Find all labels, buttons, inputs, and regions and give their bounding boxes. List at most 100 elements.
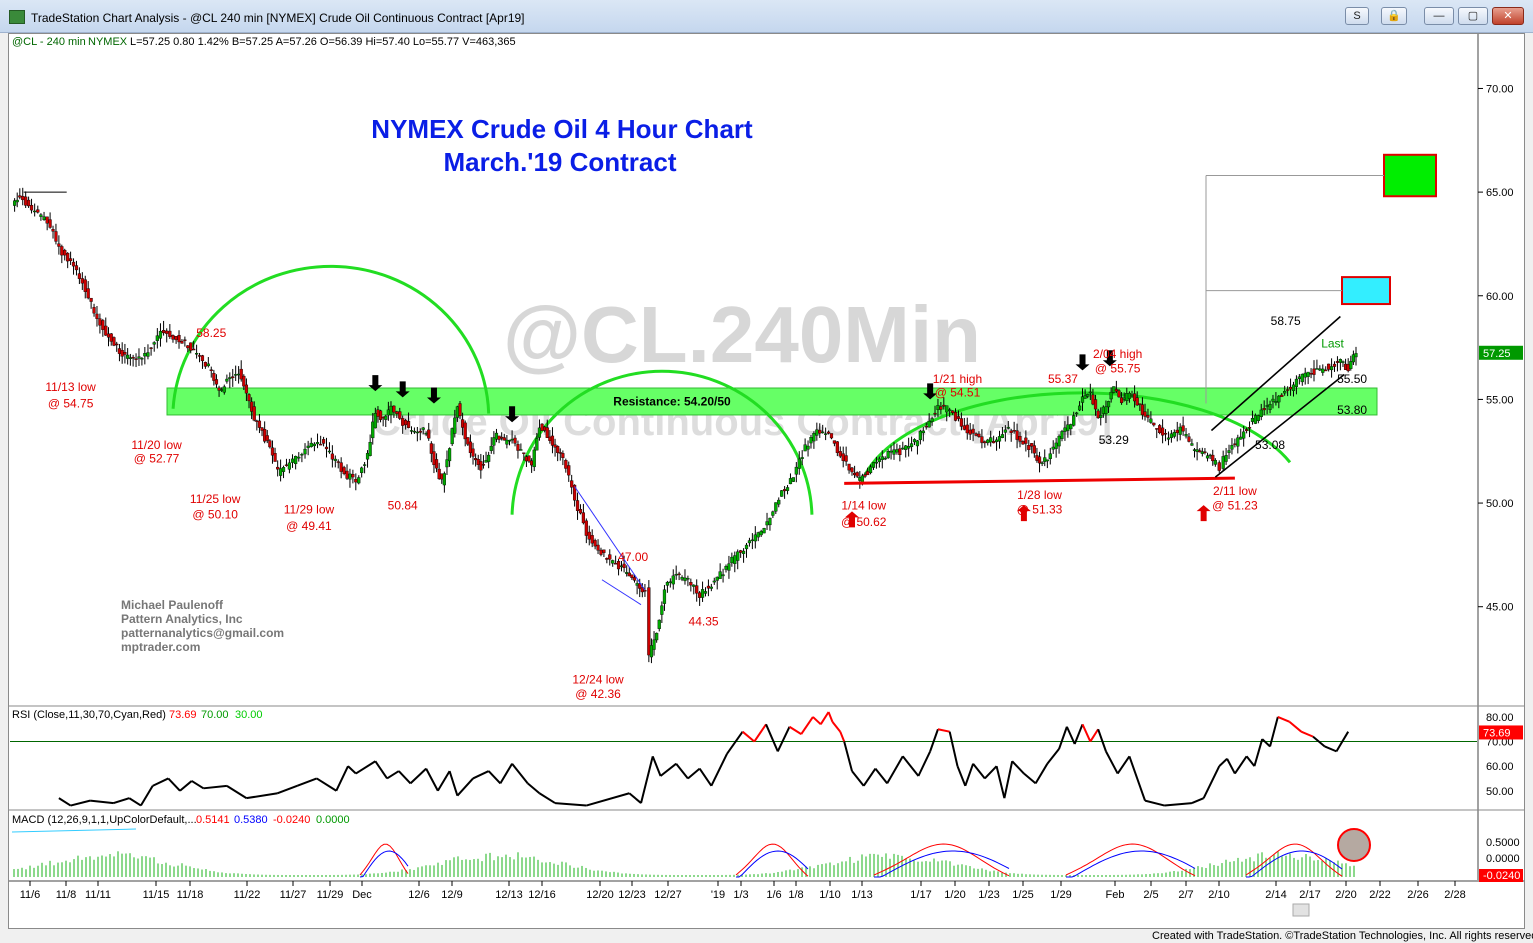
candle-body <box>689 582 693 586</box>
rsi-segment <box>226 785 247 799</box>
decline-trendline <box>601 579 642 606</box>
rsi-segment <box>851 770 865 787</box>
candle-body <box>844 455 848 462</box>
candle-body <box>409 430 414 432</box>
candle-body <box>389 405 393 415</box>
candle-body <box>89 297 93 302</box>
candle-body <box>522 452 526 454</box>
rsi-segment <box>1081 723 1092 742</box>
status-footer: Created with TradeStation. ©TradeStation… <box>1152 930 1533 942</box>
candle-body <box>564 460 568 469</box>
candle-body <box>21 196 25 201</box>
candle-body <box>1321 368 1325 373</box>
price-annotation: @ 51.33 <box>1017 502 1063 516</box>
candle-body <box>640 587 644 593</box>
symbol-label: @CL - 240 min <box>12 36 86 48</box>
candle-body <box>753 534 757 542</box>
candle-body <box>1155 428 1159 430</box>
candle-body <box>1327 363 1331 370</box>
candle-body <box>1163 433 1168 435</box>
time-tick-label: 2/10 <box>1208 889 1229 901</box>
time-tick-label: 12/27 <box>654 889 682 901</box>
candle-body <box>1169 433 1173 438</box>
candle-body <box>294 455 298 465</box>
time-tick-label: 1/20 <box>944 889 965 901</box>
candle-body <box>602 549 606 553</box>
candle-body <box>537 427 542 438</box>
candle-body <box>74 265 79 271</box>
macd-value: 0.5141 <box>196 814 230 826</box>
candle-body <box>543 426 547 431</box>
candle-body <box>1242 431 1246 439</box>
candle-body <box>1018 436 1022 442</box>
candle-body <box>1335 361 1340 363</box>
rsi-segment <box>448 770 459 796</box>
candle-body <box>234 374 238 376</box>
rsi-segment <box>839 731 846 742</box>
candle-body <box>378 410 383 420</box>
symbol-link-button[interactable]: S <box>1345 7 1369 25</box>
macd-label: MACD (12,26,9,1,1,UpColorDefault,... <box>12 814 197 826</box>
candle-body <box>1096 410 1100 419</box>
candle-body <box>126 354 130 359</box>
candle-body <box>1127 392 1131 399</box>
candle-body <box>27 199 31 207</box>
candle-body <box>1315 368 1319 370</box>
macd-line <box>735 843 809 877</box>
author-website: mptrader.com <box>121 640 200 654</box>
maximize-button[interactable]: ▢ <box>1458 7 1488 25</box>
arrow-up-icon <box>1196 505 1211 522</box>
price-annotation: @ 51.23 <box>1212 498 1258 512</box>
chart-window[interactable] <box>8 33 1525 929</box>
candle-body <box>1312 368 1316 375</box>
rsi-segment <box>1034 763 1049 784</box>
time-tick-label: 12/23 <box>618 889 646 901</box>
candle-body <box>513 437 517 444</box>
candle-body <box>977 433 981 438</box>
price-annotation: @ 52.77 <box>134 452 180 466</box>
rsi-tick-label: 60.00 <box>1486 761 1514 773</box>
candle-body <box>951 410 955 413</box>
candle-body <box>128 357 132 359</box>
candle-body <box>674 574 678 576</box>
rsi-segment <box>902 755 920 777</box>
rsi-segment <box>628 792 642 804</box>
candle-body <box>983 441 987 444</box>
candle-body <box>747 540 752 544</box>
lock-icon[interactable]: 🔒 <box>1381 7 1407 25</box>
candle-body <box>581 512 585 524</box>
macd-diff-value: -0.0240 <box>273 814 310 826</box>
candle-body <box>1060 431 1064 439</box>
candle-body <box>474 458 478 461</box>
price-annotation: @ 49.41 <box>286 519 332 533</box>
macd-tick-label: 0.5000 <box>1486 837 1520 849</box>
close-button[interactable]: ✕ <box>1492 7 1524 25</box>
time-tick-label: 1/23 <box>978 889 999 901</box>
scroll-thumb[interactable] <box>1292 903 1310 917</box>
rsi-segment <box>972 763 986 780</box>
candle-body <box>829 433 834 439</box>
candle-body <box>273 452 277 462</box>
time-tick-label: 2/14 <box>1265 889 1286 901</box>
candle-body <box>117 348 122 354</box>
candle-body <box>788 478 793 485</box>
minimize-button[interactable]: — <box>1424 7 1454 25</box>
time-tick-label: 11/11 <box>85 889 111 901</box>
candle-body <box>192 348 196 351</box>
macd-last-marker <box>1479 869 1523 882</box>
time-tick-label: 11/29 <box>317 889 344 901</box>
candle-body <box>1329 366 1334 371</box>
candle-body <box>698 592 702 598</box>
candle-body <box>980 436 984 443</box>
rsi-segment <box>819 711 830 725</box>
candle-body <box>936 404 940 410</box>
candle-body <box>548 436 552 441</box>
macd-zero-value: 0.0000 <box>316 814 350 826</box>
price-annotation: 53.29 <box>1099 433 1129 447</box>
rsi-segment <box>511 763 529 785</box>
time-tick-label: 12/16 <box>528 889 556 901</box>
candle-body <box>550 435 555 446</box>
candle-body <box>812 433 816 442</box>
candle-body <box>1195 449 1199 452</box>
